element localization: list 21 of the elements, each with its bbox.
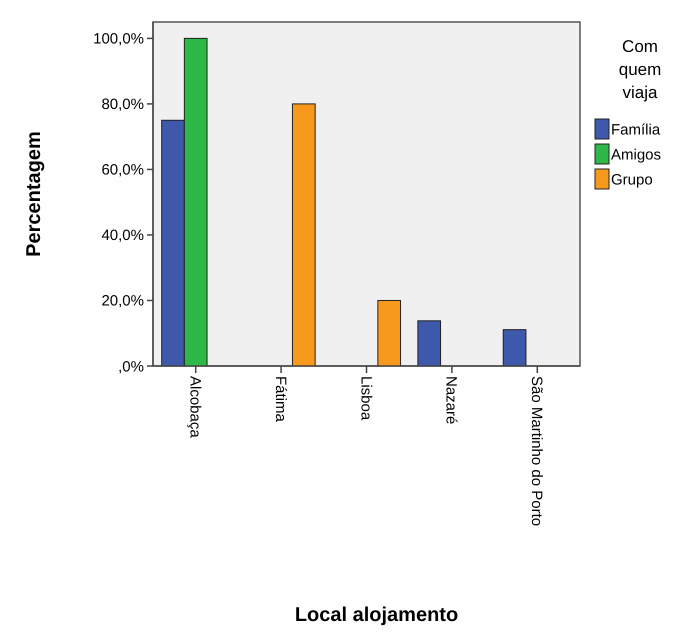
- y-tick-label: 40,0%: [101, 227, 144, 244]
- y-tick-label: 60,0%: [101, 162, 144, 179]
- x-tick-label: São Martinho do Porto: [528, 376, 546, 526]
- y-axis-title: Percentagem: [23, 131, 45, 257]
- bar: [417, 320, 442, 366]
- y-tick-label: 100,0%: [93, 30, 144, 48]
- y-tick-label: 20,0%: [101, 292, 144, 310]
- y-tick-label: ,0%: [118, 358, 144, 376]
- x-tick-label: Alcobaça: [186, 376, 204, 438]
- y-tick-label: 80,0%: [101, 96, 144, 114]
- x-tick-label: Fátima: [272, 376, 289, 422]
- bar: [502, 329, 526, 366]
- legend-label: Família: [611, 121, 661, 138]
- legend-label: Amigos: [611, 146, 662, 164]
- bar: [377, 300, 402, 366]
- x-tick-label: Lisboa: [357, 376, 374, 421]
- legend-label: Grupo: [611, 171, 653, 188]
- bar: [292, 103, 316, 366]
- x-axis-title: Local alojamento: [294, 604, 458, 626]
- legend-title: Com quem viaja: [618, 37, 662, 102]
- x-tick-label: Nazaré: [442, 376, 460, 424]
